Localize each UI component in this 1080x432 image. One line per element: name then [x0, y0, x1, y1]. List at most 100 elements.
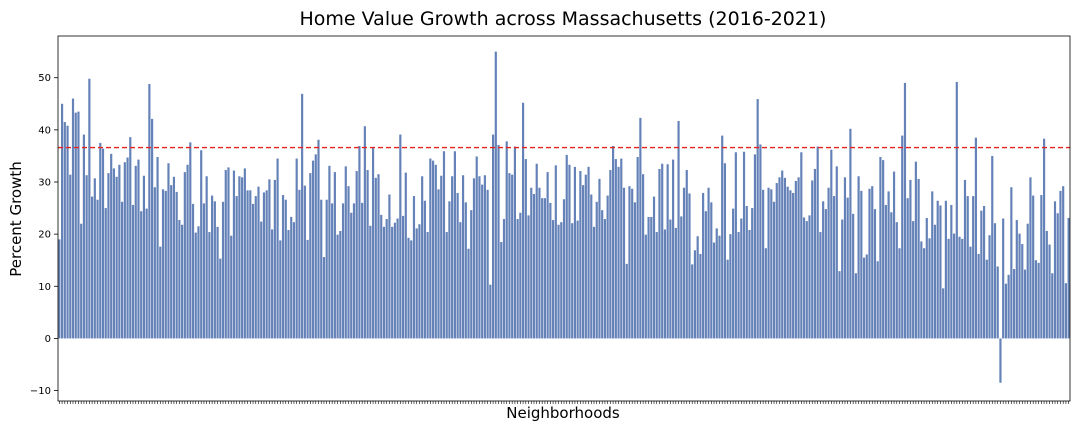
y-tick-label: 30	[38, 178, 51, 189]
bar	[224, 170, 227, 339]
bar	[273, 179, 276, 339]
bar	[1059, 190, 1062, 339]
bar	[762, 189, 765, 339]
bar	[521, 102, 525, 339]
bar	[61, 103, 64, 339]
bar	[393, 222, 396, 339]
bar	[797, 177, 800, 339]
bar	[350, 212, 353, 339]
bar	[707, 187, 710, 339]
bar	[249, 190, 252, 339]
bar	[1037, 262, 1040, 339]
bar	[642, 174, 645, 339]
bar	[712, 242, 716, 339]
bar	[175, 191, 178, 339]
bar	[151, 118, 154, 339]
bar	[723, 163, 727, 339]
bar	[401, 215, 405, 339]
bar	[1064, 283, 1067, 339]
bar	[800, 152, 803, 339]
bar	[882, 160, 885, 339]
bar	[1048, 244, 1051, 339]
bar	[1012, 269, 1016, 339]
bar	[832, 196, 836, 339]
bar	[849, 128, 852, 339]
bar	[650, 216, 653, 339]
bar	[841, 219, 844, 339]
chart-title: Home Value Growth across Massachusetts (…	[300, 8, 827, 30]
bar	[802, 217, 806, 339]
bar	[685, 170, 688, 339]
bar	[682, 187, 686, 339]
bar	[732, 208, 735, 339]
bar	[827, 187, 830, 339]
bar	[614, 159, 617, 339]
y-tick-label: 50	[38, 73, 51, 84]
bar	[1056, 213, 1059, 339]
bar	[382, 226, 386, 339]
bar	[475, 156, 478, 339]
bar	[974, 137, 977, 339]
bar	[562, 199, 566, 339]
bar	[110, 153, 113, 339]
bar	[808, 215, 811, 339]
bar	[434, 164, 437, 339]
bar	[991, 155, 994, 339]
bar	[693, 250, 697, 339]
bar	[748, 229, 751, 339]
bar	[560, 222, 563, 339]
bar	[955, 81, 958, 339]
bars-group	[58, 51, 1070, 383]
bar	[633, 202, 637, 339]
bar	[862, 257, 866, 339]
bar	[104, 208, 107, 339]
bar	[871, 186, 874, 339]
bar	[672, 159, 675, 339]
bar	[369, 225, 372, 339]
bar	[917, 178, 920, 339]
bar	[287, 229, 290, 339]
bar	[781, 170, 784, 339]
bar	[1062, 186, 1065, 339]
bar	[333, 172, 336, 339]
bar	[568, 164, 571, 339]
bar	[541, 198, 544, 339]
bar	[813, 168, 817, 339]
bar	[262, 192, 266, 339]
bar	[189, 142, 192, 339]
bar	[663, 229, 667, 339]
bar	[879, 156, 882, 339]
bar	[230, 235, 233, 339]
bar	[573, 166, 576, 339]
bar	[721, 135, 724, 339]
bar	[925, 217, 928, 339]
bar	[445, 232, 448, 339]
bar	[704, 211, 707, 339]
bar	[554, 165, 557, 339]
y-tick-label: 10	[38, 282, 51, 293]
bar	[1002, 218, 1005, 339]
bar	[887, 191, 890, 339]
bar	[854, 273, 857, 339]
bar	[906, 198, 909, 339]
bar	[429, 158, 432, 339]
bar	[947, 238, 950, 339]
bar	[137, 159, 140, 339]
bar	[963, 179, 967, 339]
bar	[636, 156, 639, 339]
bar	[857, 176, 860, 339]
bar	[652, 196, 656, 339]
bar	[1067, 217, 1070, 339]
bar	[606, 195, 609, 339]
bar	[530, 187, 533, 339]
bar	[497, 144, 500, 339]
bar	[819, 232, 822, 339]
bar	[715, 228, 718, 339]
bar	[298, 189, 301, 339]
bar	[129, 137, 132, 339]
bar	[942, 288, 945, 339]
bar	[966, 196, 969, 339]
bar	[582, 185, 585, 339]
bar	[846, 197, 849, 339]
bar	[729, 234, 732, 339]
